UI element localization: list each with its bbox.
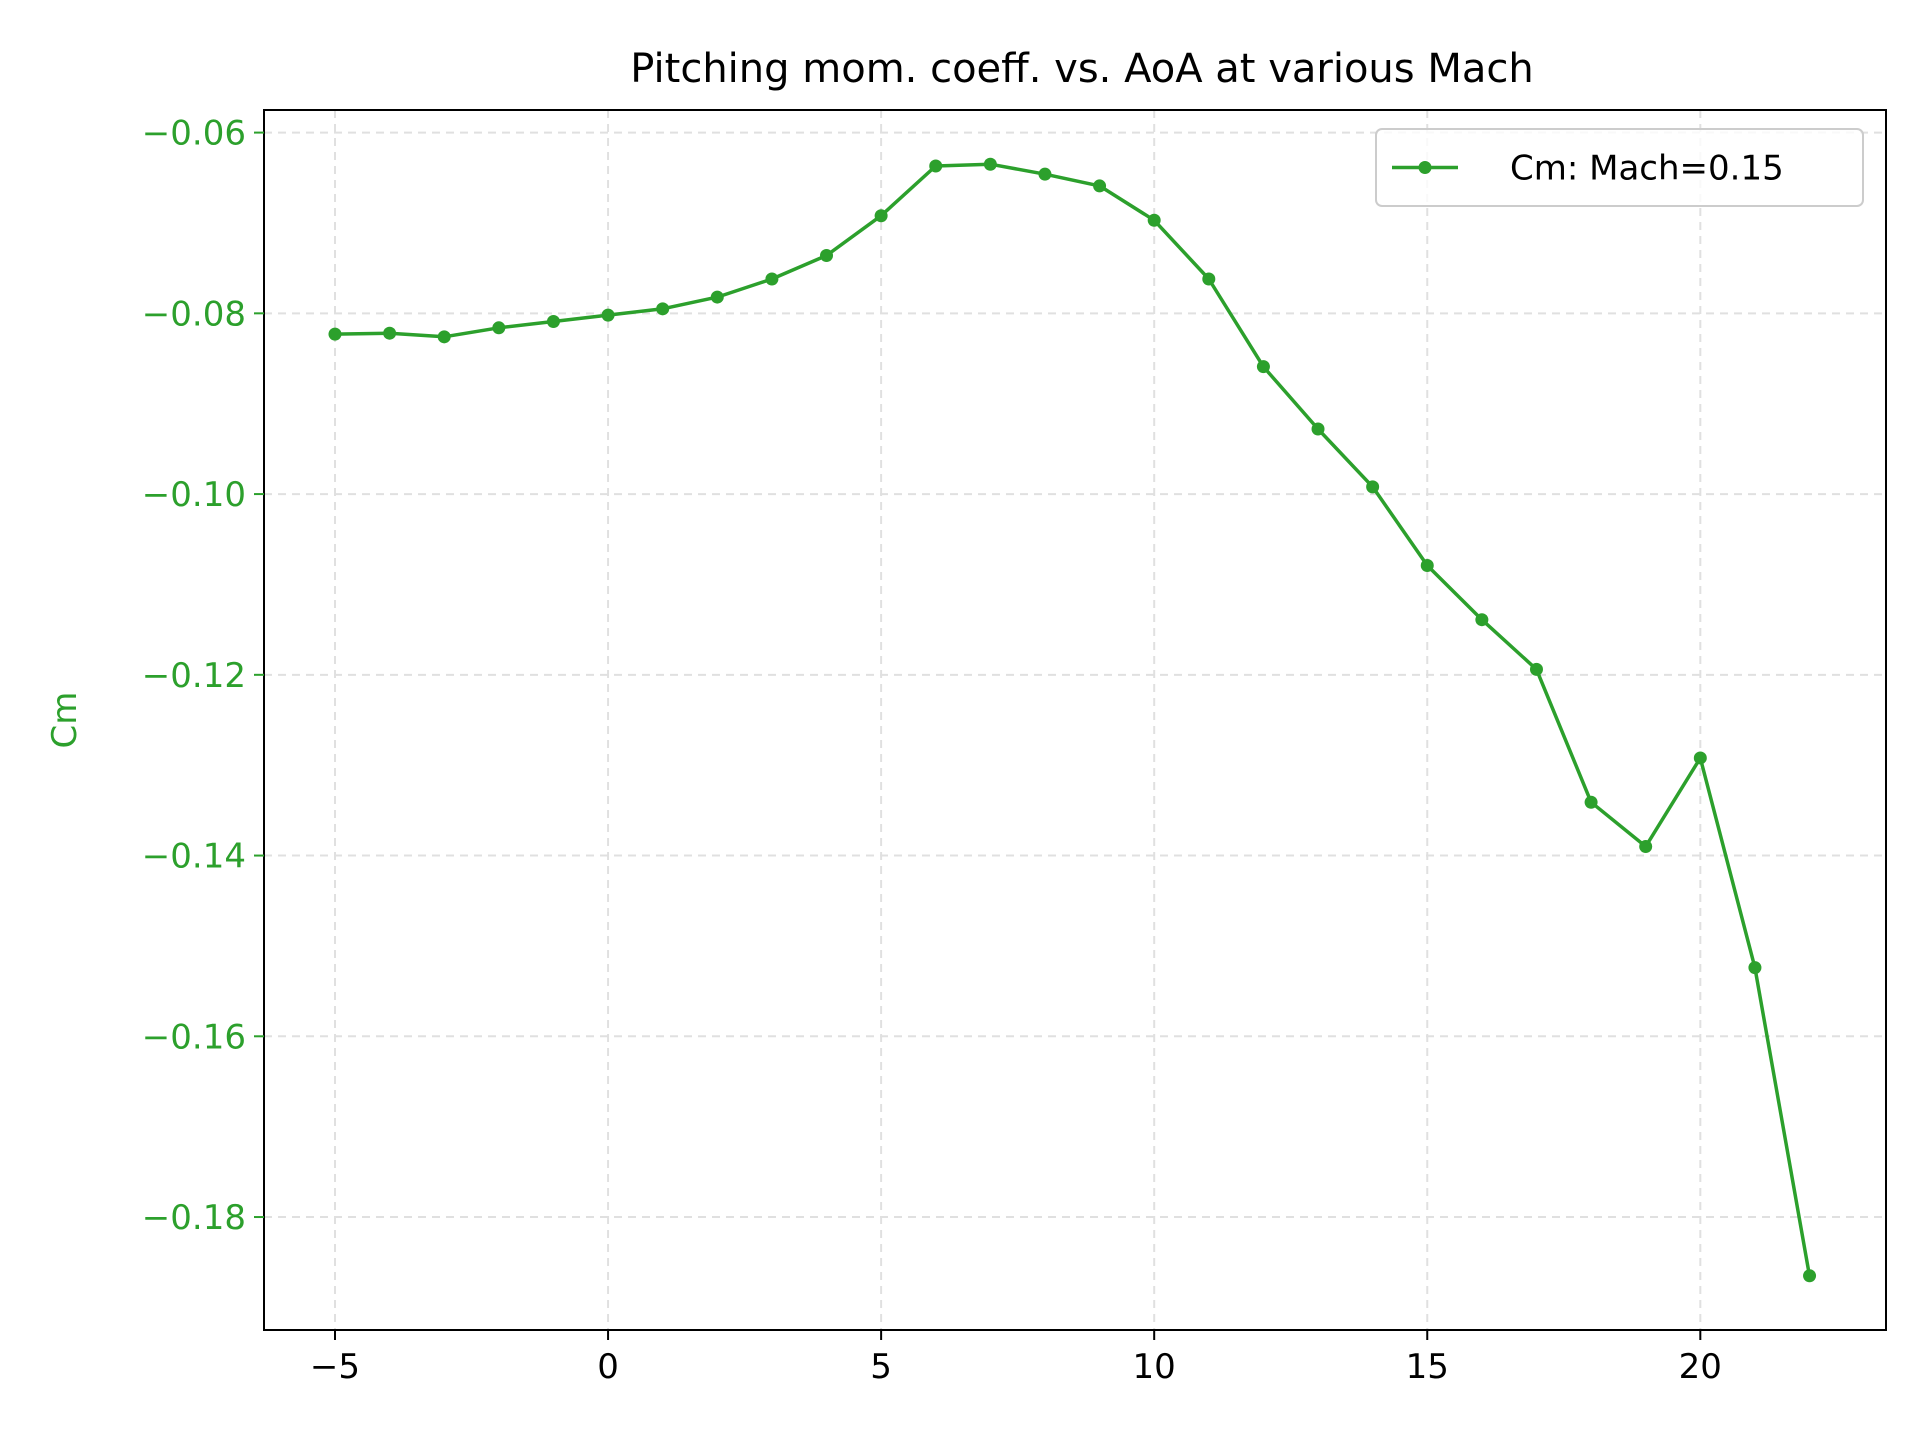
plot-frame	[263, 109, 1887, 1331]
data-point	[710, 290, 724, 304]
data-point	[1584, 795, 1598, 809]
x-tick-label: 20	[1679, 1347, 1722, 1387]
data-point	[983, 157, 997, 171]
series-layer	[328, 157, 1817, 1283]
data-point	[820, 248, 834, 262]
legend-box	[1375, 128, 1864, 207]
data-point	[1529, 662, 1543, 676]
x-tick-label: 15	[1406, 1347, 1449, 1387]
x-tick-label: 10	[1133, 1347, 1176, 1387]
y-axis-label: Cm	[45, 692, 85, 749]
y-axis: −0.06 −0.08 −0.10 −0.12 −0.14 −0.16 −0.18	[142, 114, 264, 1238]
y-tick-label: −0.10	[142, 475, 246, 515]
data-point	[874, 209, 888, 223]
legend-marker	[1418, 161, 1432, 174]
data-point	[1366, 480, 1380, 494]
data-point	[1256, 360, 1270, 374]
x-tick-label: −5	[310, 1347, 360, 1387]
y-tick-label: −0.12	[142, 656, 246, 696]
chart-title: Pitching mom. coeff. vs. AoA at various …	[630, 46, 1533, 92]
y-tick-label: −0.16	[142, 1017, 246, 1057]
data-point	[328, 327, 342, 341]
y-tick-label: −0.18	[142, 1198, 246, 1238]
data-point	[492, 321, 506, 335]
legend-label: Cm: Mach=0.15	[1510, 149, 1784, 189]
data-point	[656, 302, 670, 316]
y-tick-label: −0.14	[142, 837, 246, 877]
x-tick-label: 5	[870, 1347, 892, 1387]
y-tick-label: −0.06	[142, 114, 246, 154]
data-point	[546, 314, 560, 328]
data-point	[1420, 558, 1434, 572]
data-point	[1147, 213, 1161, 227]
data-point	[1093, 179, 1107, 193]
x-tick-label: 0	[597, 1347, 619, 1387]
data-point	[929, 159, 943, 173]
data-point	[1038, 167, 1052, 181]
data-point	[1693, 751, 1707, 765]
data-point	[601, 308, 615, 322]
data-point	[437, 330, 451, 344]
data-point	[765, 272, 779, 286]
series-line	[334, 162, 1812, 1277]
data-point	[383, 326, 397, 340]
data-point	[1311, 422, 1325, 436]
legend: Cm: Mach=0.15	[1375, 128, 1864, 207]
data-point	[1475, 613, 1489, 627]
y-tick-label: −0.08	[142, 294, 246, 334]
data-point	[1748, 961, 1762, 975]
data-point	[1803, 1269, 1817, 1283]
data-point	[1639, 840, 1653, 854]
data-point	[1202, 272, 1216, 286]
x-axis: −5 0 5 10 15 20	[310, 1330, 1722, 1387]
